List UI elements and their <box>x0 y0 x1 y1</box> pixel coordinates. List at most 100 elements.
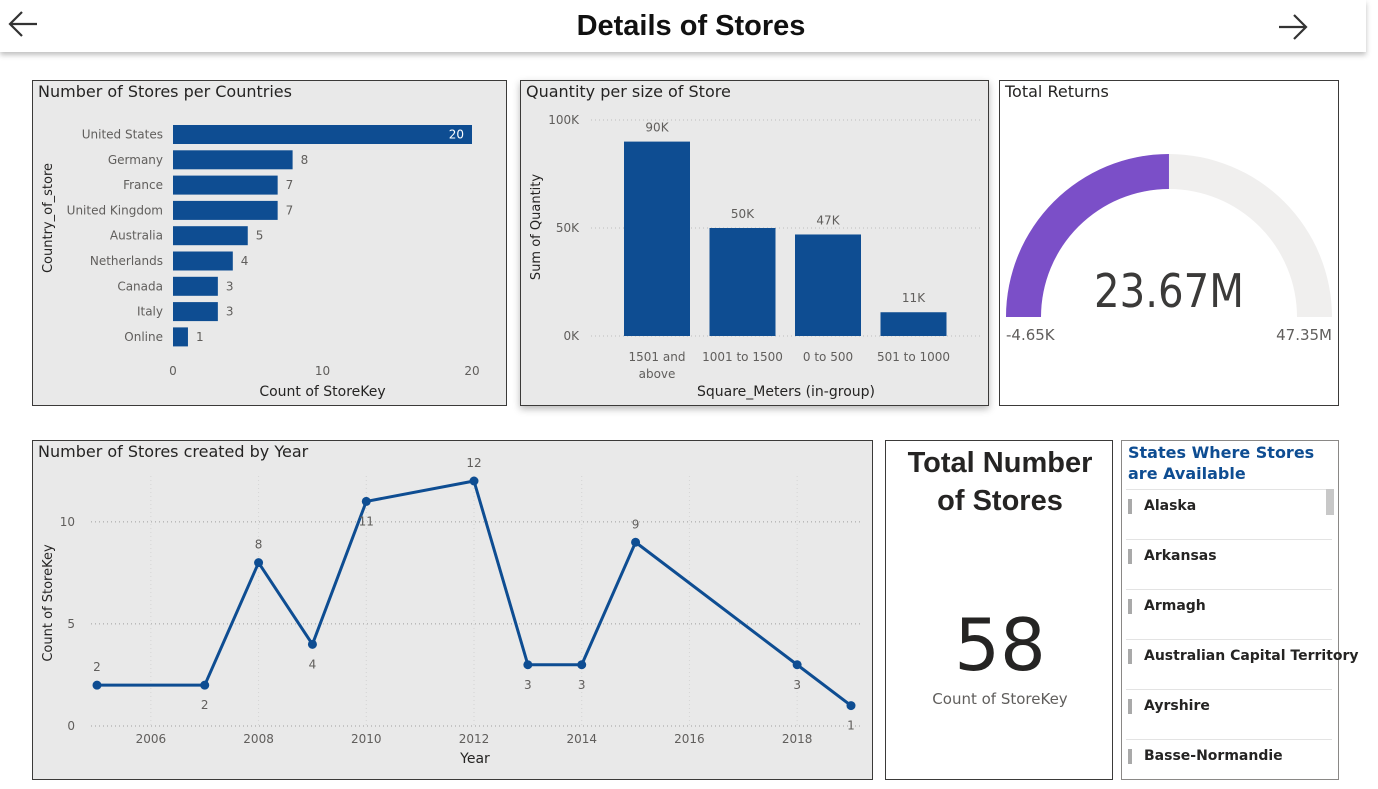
slicer-scrollbar[interactable] <box>1326 489 1334 515</box>
year-data-label: 3 <box>793 678 801 692</box>
slicer-item-label: Armagh <box>1144 598 1206 614</box>
year-data-label: 11 <box>359 514 374 528</box>
stores-by-year-panel: Number of Stores created by Year 0 5 10 200… <box>32 440 873 780</box>
size-x-axis-title: Square_Meters (in-group) <box>697 384 875 400</box>
size-x-tick: 501 to 1000 <box>877 350 950 364</box>
size-y-axis-title: Sum of Quantity <box>529 174 544 280</box>
country-bar <box>173 125 472 144</box>
size-bar <box>709 228 776 336</box>
stores-per-country-panel: Number of Stores per Countries United St… <box>32 80 507 406</box>
country-bar <box>173 226 248 246</box>
year-data-label: 8 <box>255 538 263 552</box>
country-y-axis-title: Country_of_store <box>41 163 56 273</box>
arrow-right-icon[interactable] <box>1276 9 1312 45</box>
year-data-point <box>361 496 371 506</box>
total-stores-title: Total Number of Stores <box>907 447 1093 517</box>
year-x-tick: 2012 <box>459 732 490 746</box>
quantity-per-size-panel: Quantity per size of Store 0K 50K 100K 90K 1… <box>520 80 989 406</box>
gauge-min-label: -4.65K <box>1006 326 1056 344</box>
states-slicer[interactable]: States Where Stores are Available Alaska… <box>1121 440 1359 780</box>
year-data-point <box>200 680 210 690</box>
country-tick-label: Italy <box>137 305 163 319</box>
country-data-label: 5 <box>256 229 264 243</box>
slicer-item-label: Ayrshire <box>1144 698 1210 714</box>
year-data-point <box>92 680 102 690</box>
slicer-item[interactable]: Alaska <box>1126 489 1332 539</box>
states-slicer-title: States Where Stores are Available <box>1128 443 1315 483</box>
size-bar <box>795 234 861 336</box>
country-x-tick: 10 <box>315 364 330 378</box>
year-series-line <box>97 479 852 707</box>
stores-by-year-title: Number of Stores created by Year <box>38 442 309 461</box>
year-data-label: 2 <box>93 660 101 674</box>
country-tick-label: Online <box>124 330 163 344</box>
arrow-left-icon[interactable] <box>5 6 41 42</box>
year-data-point <box>469 476 479 486</box>
year-data-point <box>254 558 264 568</box>
year-data-label: 12 <box>466 456 481 470</box>
slicer-item[interactable]: Arkansas <box>1126 539 1332 589</box>
gauge-max-label: 47.35M <box>1276 326 1332 344</box>
country-tick-label: Canada <box>117 279 163 293</box>
slicer-item-label: Australian Capital Territory <box>1144 648 1359 664</box>
size-data-label: 11K <box>902 291 926 305</box>
year-x-tick: 2010 <box>351 732 382 746</box>
size-y-tick: 0K <box>563 329 580 343</box>
country-bar <box>173 200 278 220</box>
year-data-point <box>523 660 533 670</box>
size-bar <box>880 312 947 336</box>
country-bar <box>173 327 188 347</box>
report-header: Details of Stores <box>0 0 1366 52</box>
country-data-label: 7 <box>286 203 294 217</box>
total-returns-gauge: 23.67M -4.65K 47.35M <box>1006 154 1332 344</box>
slicer-item-marker <box>1128 699 1132 714</box>
country-bar <box>173 175 278 195</box>
stores-by-year-chart: 0 5 10 2006 2008 2010 2012 2014 2016 2018 2 2 8 4 11 12… <box>41 456 861 767</box>
year-data-point <box>577 660 587 670</box>
country-tick-label: Germany <box>108 153 163 167</box>
slicer-item-marker <box>1128 649 1132 664</box>
country-data-label: 3 <box>226 279 234 293</box>
page-title: Details of Stores <box>576 10 806 42</box>
year-data-label: 3 <box>578 678 586 692</box>
year-data-point <box>846 701 856 711</box>
total-stores-value: 58 <box>954 603 1046 687</box>
year-x-tick: 2016 <box>674 732 705 746</box>
stores-per-country-title: Number of Stores per Countries <box>38 82 292 101</box>
country-bar <box>173 302 218 322</box>
year-x-tick: 2014 <box>566 732 597 746</box>
country-bar <box>173 251 233 271</box>
size-x-tick: 1501 and above <box>629 350 686 381</box>
slicer-item-marker <box>1128 549 1132 564</box>
size-data-label: 90K <box>645 121 669 135</box>
slicer-item[interactable]: Ayrshire <box>1126 689 1332 739</box>
year-x-tick: 2008 <box>243 732 274 746</box>
country-x-tick: 20 <box>464 364 479 378</box>
size-y-tick: 50K <box>556 221 580 235</box>
slicer-item-label: Basse-Normandie <box>1144 748 1283 764</box>
slicer-item[interactable]: Armagh <box>1126 589 1332 639</box>
total-returns-panel: Total Returns 23.67M -4.65K 47.35M <box>999 80 1339 406</box>
year-data-label: 4 <box>309 657 317 671</box>
size-x-tick: 1001 to 1500 <box>702 350 783 364</box>
year-data-label: 9 <box>632 517 640 531</box>
country-tick-label: Netherlands <box>90 254 163 268</box>
size-bar <box>624 141 690 336</box>
year-y-tick: 5 <box>67 617 75 631</box>
country-x-axis-title: Count of StoreKey <box>259 384 385 400</box>
country-x-tick: 0 <box>169 364 177 378</box>
size-data-label: 50K <box>731 207 755 221</box>
slicer-item[interactable]: Basse-Normandie <box>1126 739 1332 789</box>
gauge-value-label: 23.67M <box>1094 264 1244 318</box>
country-data-label: 8 <box>301 153 309 167</box>
country-bar <box>173 276 218 296</box>
year-data-label: 1 <box>847 719 855 733</box>
year-y-axis-title: Count of StoreKey <box>41 544 56 662</box>
year-x-tick: 2006 <box>136 732 167 746</box>
country-data-label: 1 <box>196 330 204 344</box>
country-tick-label: United States <box>82 128 163 142</box>
slicer-item[interactable]: Australian Capital Territory <box>1126 639 1359 689</box>
slicer-item-marker <box>1128 599 1132 614</box>
slicer-item-label: Alaska <box>1144 498 1197 514</box>
year-x-tick: 2018 <box>782 732 813 746</box>
